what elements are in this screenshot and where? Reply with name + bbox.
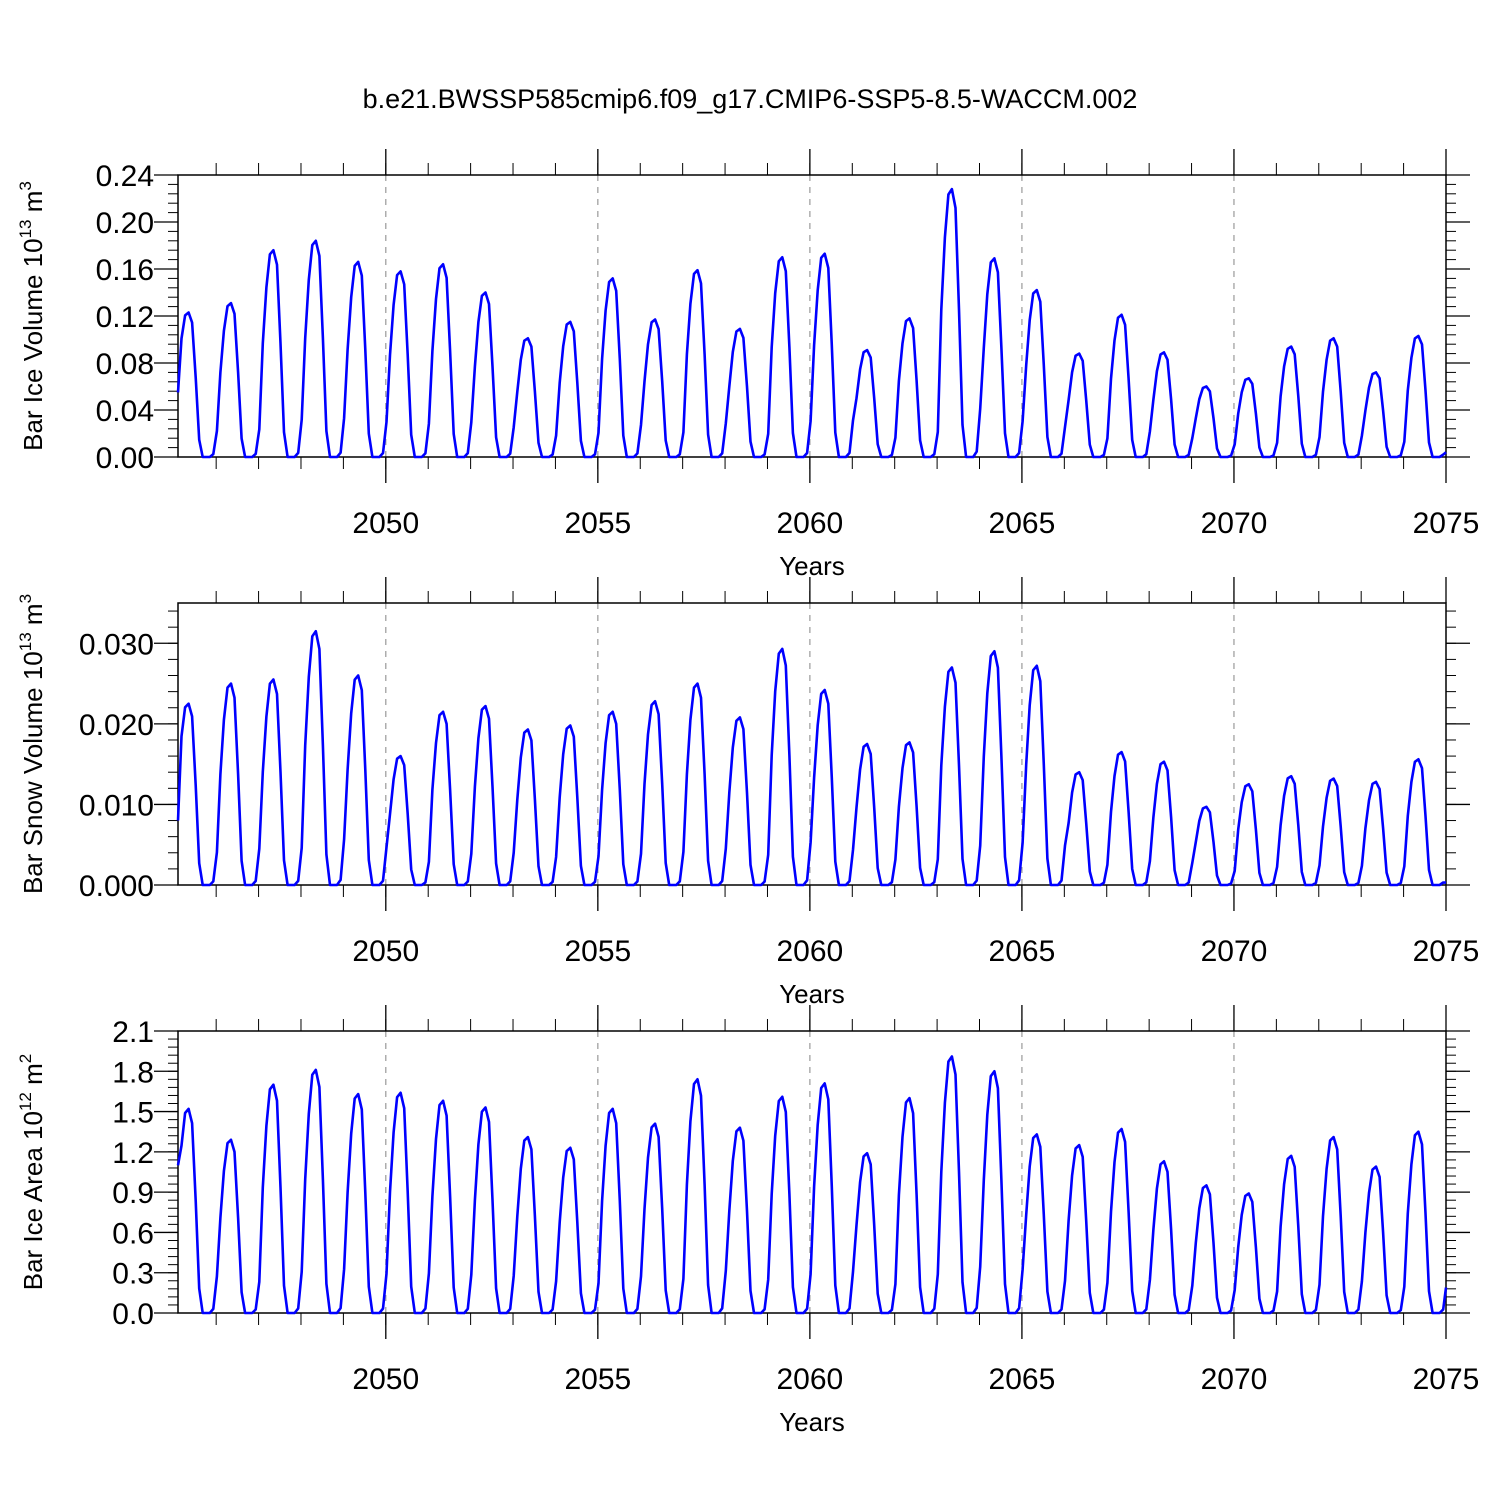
y-axis-label: Bar Ice Area 1012 m2 bbox=[16, 1054, 48, 1291]
x-axis-label: Years bbox=[779, 979, 845, 1009]
panel-1: 0.00 0.04 0.08 0.12 0.16 0.20 0.24 2050 2055 2060… bbox=[16, 149, 1479, 581]
x-tick-label: 2065 bbox=[989, 507, 1056, 540]
y-tick-label: 0.24 bbox=[96, 160, 154, 193]
y-tick-label: 0.010 bbox=[79, 789, 154, 822]
x-tick-label: 2075 bbox=[1413, 935, 1480, 968]
x-tick-label: 2055 bbox=[564, 935, 631, 968]
y-tick-label: 1.2 bbox=[112, 1137, 154, 1170]
x-tick-label: 2070 bbox=[1201, 935, 1268, 968]
y-tick-label: 0.030 bbox=[79, 628, 154, 661]
plot-frame bbox=[177, 602, 1447, 886]
x-axis-label: Years bbox=[779, 551, 845, 581]
y-tick-label: 0.3 bbox=[112, 1258, 154, 1291]
plot-frame bbox=[177, 1030, 1447, 1314]
x-axis-label: Years bbox=[779, 1407, 845, 1437]
x-tick-label: 2075 bbox=[1413, 507, 1480, 540]
y-tick-label: 0.16 bbox=[96, 254, 154, 287]
x-tick-label: 2065 bbox=[989, 935, 1056, 968]
x-tick-label: 2065 bbox=[989, 1363, 1056, 1396]
y-tick-label: 0.020 bbox=[79, 709, 154, 742]
series-line bbox=[176, 1055, 1448, 1315]
panel-2: 0.000 0.010 0.020 0.030 2050 2055 2060 2065 2070… bbox=[16, 577, 1479, 1009]
y-axis-label: Bar Snow Volume 1013 m3 bbox=[16, 594, 48, 894]
x-tick-label: 2075 bbox=[1413, 1363, 1480, 1396]
y-tick-label: 1.5 bbox=[112, 1097, 154, 1130]
x-tick-label: 2050 bbox=[352, 1363, 419, 1396]
x-tick-label: 2060 bbox=[777, 935, 844, 968]
series-line bbox=[176, 629, 1447, 887]
y-tick-label: 0.04 bbox=[96, 395, 154, 428]
y-tick-label: 0.08 bbox=[96, 348, 154, 381]
y-tick-label: 1.8 bbox=[112, 1056, 154, 1089]
y-tick-label: 0.00 bbox=[96, 442, 154, 475]
x-tick-label: 2050 bbox=[352, 507, 419, 540]
x-tick-label: 2055 bbox=[564, 507, 631, 540]
panel-3: 0.0 0.3 0.6 0.9 1.2 1.5 1.8 2.1 2050 2055 2060 2065… bbox=[16, 1005, 1479, 1437]
y-tick-label: 0.000 bbox=[79, 870, 154, 903]
y-tick-label: 0.0 bbox=[112, 1298, 154, 1331]
x-tick-label: 2050 bbox=[352, 935, 419, 968]
y-tick-label: 0.20 bbox=[96, 207, 154, 240]
y-tick-label: 0.12 bbox=[96, 301, 154, 334]
y-tick-label: 0.9 bbox=[112, 1177, 154, 1210]
y-axis-label: Bar Ice Volume 1013 m3 bbox=[16, 181, 48, 451]
x-tick-label: 2060 bbox=[777, 1363, 844, 1396]
y-tick-label: 0.6 bbox=[112, 1217, 154, 1250]
x-tick-label: 2070 bbox=[1201, 1363, 1268, 1396]
x-tick-label: 2055 bbox=[564, 1363, 631, 1396]
figure-title: b.e21.BWSSP585cmip6.f09_g17.CMIP6-SSP5-8… bbox=[362, 84, 1138, 114]
x-tick-label: 2060 bbox=[777, 507, 844, 540]
series-line bbox=[176, 187, 1447, 459]
x-tick-label: 2070 bbox=[1201, 507, 1268, 540]
y-tick-label: 2.1 bbox=[112, 1016, 154, 1049]
